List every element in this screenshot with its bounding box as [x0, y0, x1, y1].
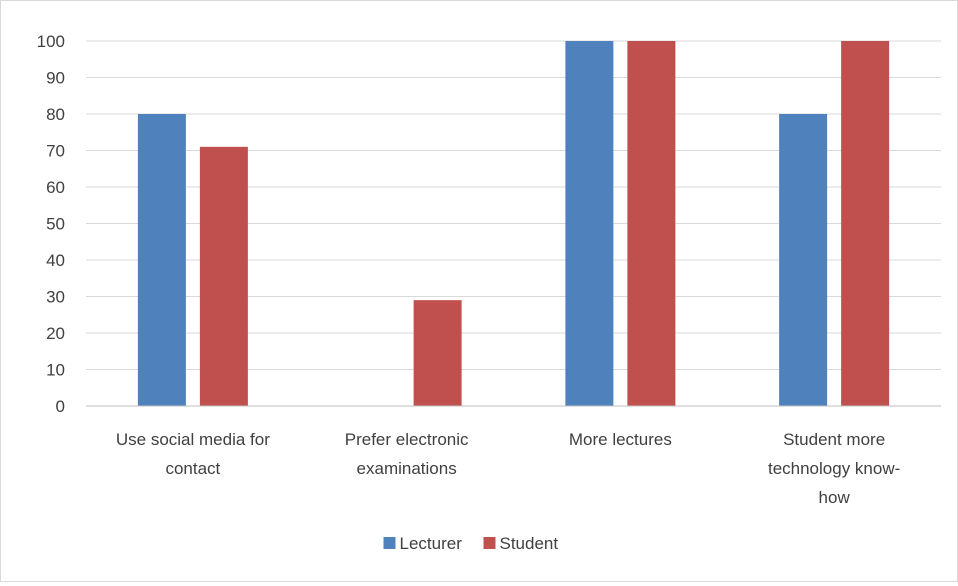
legend-label-lecturer: Lecturer	[400, 534, 463, 553]
y-tick-label: 80	[46, 105, 65, 124]
x-category-label: how	[819, 488, 851, 507]
bar-lecturer-2	[565, 41, 614, 406]
bar-student-3	[841, 41, 890, 406]
bar-lecturer-0	[137, 114, 186, 406]
x-category-label: technology know-	[768, 459, 900, 478]
bar-student-2	[627, 41, 676, 406]
bars	[137, 41, 890, 406]
y-tick-label: 100	[37, 32, 65, 51]
bar-student-0	[199, 146, 248, 406]
y-tick-label: 50	[46, 215, 65, 234]
x-category-label: Student more	[783, 430, 885, 449]
y-tick-label: 30	[46, 288, 65, 307]
y-axis-tick-labels: 0 10 20 30 40 50 60 70 80 90 100	[37, 32, 65, 416]
bar-student-1	[413, 300, 462, 406]
x-category-label: contact	[165, 459, 220, 478]
legend-swatch-lecturer	[383, 537, 396, 549]
x-category-label: Use social media for	[116, 430, 270, 449]
y-tick-label: 70	[46, 142, 65, 161]
x-category-label: Prefer electronic	[345, 430, 469, 449]
x-category-label: examinations	[357, 459, 457, 478]
legend: Lecturer Student	[383, 534, 559, 553]
bar-lecturer-3	[779, 114, 828, 406]
legend-swatch-student	[483, 537, 496, 549]
legend-label-student: Student	[500, 534, 559, 553]
y-tick-label: 20	[46, 324, 65, 343]
y-tick-label: 40	[46, 251, 65, 270]
x-axis-category-labels: Use social media for contact Prefer electr…	[116, 430, 900, 507]
x-category-label: More lectures	[569, 430, 672, 449]
y-tick-label: 60	[46, 178, 65, 197]
y-tick-label: 90	[46, 69, 65, 88]
y-tick-label: 0	[56, 397, 65, 416]
y-tick-label: 10	[46, 361, 65, 380]
